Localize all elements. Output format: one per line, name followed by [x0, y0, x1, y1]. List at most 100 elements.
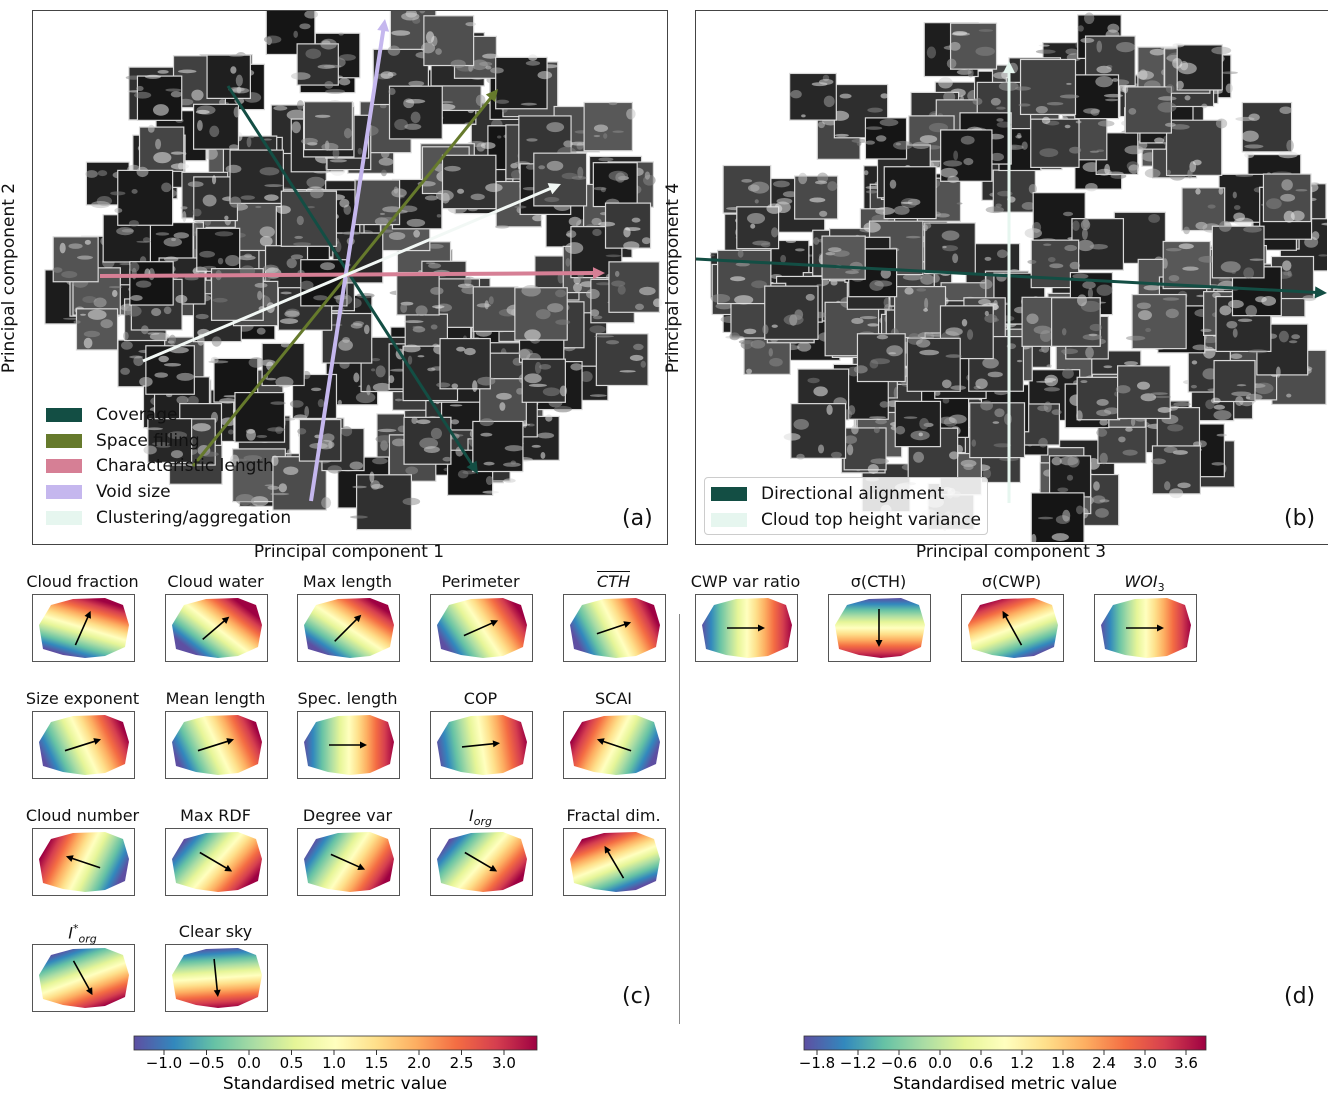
metric-map-plot	[695, 594, 798, 662]
metric-map-plot	[165, 944, 268, 1012]
arrow-space-filling	[191, 95, 493, 467]
metric-title-sub: 3	[1157, 581, 1165, 595]
metric-map-title: σ(CTH)	[812, 572, 945, 594]
thumbnail-image	[145, 345, 195, 395]
metric-map-title: SCAI	[547, 689, 680, 711]
metric-map: Clear sky	[149, 922, 282, 1012]
arrow-space-filling-head	[485, 89, 498, 103]
metric-map-title: COP	[414, 689, 547, 711]
metric-map: Iorg	[414, 806, 547, 896]
thumbnail-image	[1131, 293, 1187, 350]
colorbar-c-label: Standardised metric value	[223, 1074, 447, 1090]
legend-label: Clustering/aggregation	[96, 507, 292, 528]
legend-label: Space filling	[96, 430, 200, 451]
thumbnail-image	[856, 333, 906, 383]
colorbar-d-label: Standardised metric value	[893, 1074, 1117, 1090]
legend-swatch	[711, 486, 747, 501]
panel-b-tag: (b)	[1284, 506, 1316, 531]
metric-map-title: I*org	[16, 922, 149, 946]
metric-map: COP	[414, 689, 547, 779]
legend-item: Coverage	[46, 402, 291, 428]
legend-swatch	[46, 510, 82, 525]
metric-map-plot	[961, 594, 1064, 662]
metric-map-plot	[563, 828, 666, 896]
colorbar-c: −1.0 −0.5 0.0 0.5 1.0 1.5 2.0 2.5 3.0 Standardis…	[133, 1035, 538, 1090]
colorbar-c-tick: 2.5	[450, 1054, 474, 1072]
metric-title-text: SCAI	[595, 689, 632, 708]
colorbar-c-tick: 1.0	[322, 1054, 346, 1072]
metric-map-plot	[430, 828, 533, 896]
legend-item: Clustering/aggregation	[46, 505, 291, 531]
legend-item: Directional alignment	[711, 481, 981, 507]
metric-map: WOI3	[1078, 572, 1211, 662]
metric-title-text: Spec. length	[297, 689, 398, 708]
colorbar-d-tick: 3.6	[1174, 1054, 1198, 1072]
legend-swatch	[46, 433, 82, 448]
metric-title-text: CTH	[597, 572, 630, 591]
colorbar-d-tick: 1.8	[1051, 1054, 1075, 1072]
arrow-clustering-head	[547, 183, 561, 195]
thumbnail-image	[354, 179, 401, 226]
colorbar-c-tick: 1.5	[365, 1054, 389, 1072]
metric-map: Fractal dim.	[547, 806, 680, 896]
metric-map-title: Iorg	[414, 806, 547, 828]
thumbnail-image	[1030, 118, 1080, 169]
metric-title-text: I	[68, 923, 73, 943]
arrow-characteristic-length-head	[592, 267, 605, 280]
arrow-directional-alignment-head	[1314, 286, 1327, 299]
metric-map-plot	[32, 594, 135, 662]
arrow-cth-variance-head	[1003, 61, 1015, 73]
panel-b-scatter	[696, 12, 1327, 542]
metric-title-text: Cloud water	[167, 572, 264, 591]
legend-label: Characteristic length	[96, 456, 274, 477]
metric-map-plot	[1094, 594, 1197, 662]
metric-map-title: CWP var ratio	[679, 572, 812, 594]
metric-map-title: Max length	[281, 572, 414, 594]
metric-title-text: Degree var	[302, 806, 393, 825]
thumbnail-image	[355, 474, 413, 531]
metric-title-text: Mean length	[165, 689, 266, 708]
metric-map-title: Fractal dim.	[547, 806, 680, 828]
legend-swatch	[46, 459, 82, 474]
metric-map-plot	[430, 711, 533, 779]
metric-title-sub: org	[78, 932, 97, 946]
metric-map: Cloud fraction	[16, 572, 149, 662]
panel-d-tag: (d)	[1284, 984, 1316, 1009]
panel-a	[32, 10, 668, 545]
metric-map-plot	[563, 594, 666, 662]
thumbnail-image	[583, 101, 633, 152]
metric-map-title: Cloud water	[149, 572, 282, 594]
metric-map-title: Spec. length	[281, 689, 414, 711]
metric-title-text: Clear sky	[178, 922, 253, 941]
thumbnail-image	[893, 285, 947, 339]
metric-title-sup: *	[72, 922, 79, 935]
metric-map: Cloud number	[16, 806, 149, 896]
colorbar-d-tick: −0.6	[881, 1054, 917, 1072]
legend-label: Directional alignment	[761, 483, 945, 504]
metric-map: CTH	[547, 572, 680, 662]
metric-title-text: Size exponent	[25, 689, 140, 708]
metric-map-plot	[430, 594, 533, 662]
metric-map-plot	[297, 828, 400, 896]
metric-map-plot	[32, 711, 135, 779]
thumbnail-image	[280, 190, 338, 247]
legend-label: Coverage	[96, 404, 178, 425]
metric-title-text: Fractal dim.	[566, 806, 661, 825]
metric-map: σ(CWP)	[945, 572, 1078, 662]
colorbar-d-tick: 3.0	[1133, 1054, 1157, 1072]
colorbar-c-tick: 3.0	[492, 1054, 516, 1072]
metric-title-sub: org	[473, 815, 492, 829]
metric-map-plot	[563, 711, 666, 779]
colorbar-d-tick: 0.6	[969, 1054, 993, 1072]
legend-label: Cloud top height variance	[761, 509, 982, 530]
metric-map: Max length	[281, 572, 414, 662]
metric-title-text: Cloud fraction	[26, 572, 139, 591]
metric-title-text: σ(CTH)	[850, 572, 907, 591]
metric-map: Size exponent	[16, 689, 149, 779]
thumbnail-image	[147, 418, 193, 464]
metric-map-plot	[165, 711, 268, 779]
metric-map-plot	[297, 711, 400, 779]
metric-map-title: Mean length	[149, 689, 282, 711]
metric-title-text: WOI	[1124, 572, 1158, 591]
legend-item: Space filling	[46, 428, 291, 454]
